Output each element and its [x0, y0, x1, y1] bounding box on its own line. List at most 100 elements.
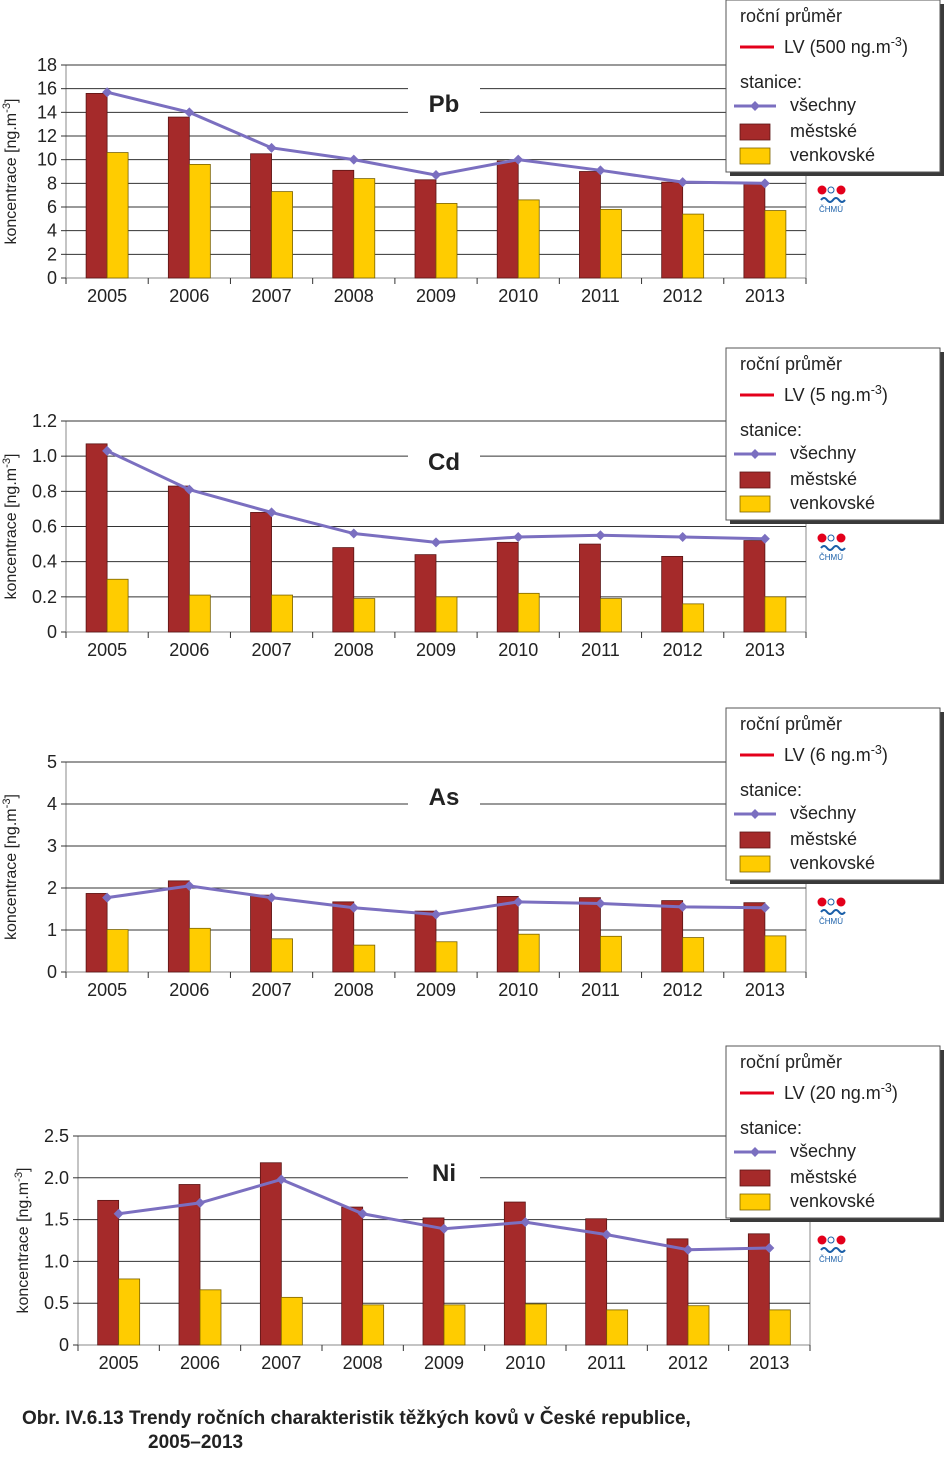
marker-all-2008	[348, 528, 359, 539]
legend-box	[725, 0, 941, 173]
x-tick-label: 2012	[668, 1353, 708, 1373]
y-tick-label: 4	[47, 221, 57, 241]
y-tick-label: 3	[47, 836, 57, 856]
x-tick-label: 2008	[343, 1353, 383, 1373]
marker-all-2006	[184, 484, 195, 495]
y-tick-label: 2	[47, 244, 57, 264]
marker-all-2007	[266, 507, 277, 518]
legend-all-label: všechny	[790, 443, 856, 463]
x-tick-label: 2007	[261, 1353, 301, 1373]
bar-rural-2012	[682, 603, 705, 633]
marker-all-2011	[601, 1229, 612, 1240]
marker-all-2006	[184, 880, 195, 891]
y-tick-label: 1	[47, 920, 57, 940]
marker-all-2008	[348, 902, 359, 913]
bar-urban-2008	[332, 547, 355, 633]
y-tick-label: 1.0	[32, 446, 57, 466]
legend-rural-swatch	[739, 1193, 771, 1211]
bar-rural-2009	[435, 596, 458, 633]
chmu-logo-icon: ČHMÚ	[817, 185, 846, 214]
marker-all-2005	[102, 87, 113, 98]
x-tick-label: 2008	[334, 286, 374, 306]
legend-all-label: všechny	[790, 803, 856, 823]
x-tick-label: 2010	[505, 1353, 545, 1373]
x-tick-label: 2013	[745, 286, 785, 306]
title-backdrop	[408, 1153, 480, 1189]
bar-urban-2009	[414, 179, 437, 279]
marker-all-2005	[102, 445, 113, 456]
logo-dot-right	[836, 1235, 846, 1245]
bar-urban-2008	[341, 1206, 364, 1346]
logo-text: ČHMÚ	[819, 553, 843, 562]
logo-wave	[820, 197, 846, 203]
y-tick-label: 18	[37, 55, 57, 75]
marker-all-2007	[266, 142, 277, 153]
x-tick-label: 2007	[252, 640, 292, 660]
legend-urban-swatch	[739, 471, 771, 489]
x-tick-label: 2012	[663, 980, 703, 1000]
title-backdrop	[408, 84, 480, 120]
logo-dot-right	[836, 897, 846, 907]
bar-urban-2007	[259, 1162, 282, 1346]
chart-panel-as: 0 1 2 3 4 5 koncentrace [ng.m-3] 2005 2006 2007 20…	[1, 707, 944, 1000]
bar-rural-2005	[118, 1278, 141, 1346]
bar-rural-2011	[600, 935, 622, 973]
legend-urban-label: městské	[790, 829, 857, 849]
logo-dot-right	[836, 533, 846, 543]
logo-text: ČHMÚ	[819, 917, 843, 926]
x-tick-label: 2005	[99, 1353, 139, 1373]
x-tick-label: 2013	[745, 980, 785, 1000]
bar-rural-2009	[435, 941, 458, 973]
x-tick-label: 2008	[334, 640, 374, 660]
x-tick-label: 2005	[87, 980, 127, 1000]
caption-line-2: 2005–2013	[148, 1432, 244, 1453]
title-backdrop	[408, 442, 480, 478]
y-tick-label: 2.0	[44, 1168, 69, 1188]
chart-title: Cd	[428, 449, 460, 476]
bar-rural-2008	[353, 598, 376, 633]
marker-all-2007	[276, 1174, 287, 1185]
bar-rural-2006	[188, 594, 211, 633]
marker-all-2005	[113, 1208, 124, 1219]
bar-urban-2011	[579, 897, 601, 973]
x-tick-label: 2007	[252, 980, 292, 1000]
marker-all-2011	[595, 530, 606, 541]
marker-all-2010	[513, 896, 524, 907]
bar-rural-2012	[682, 937, 705, 973]
y-tick-label: 2.5	[44, 1126, 69, 1146]
bar-urban-2007	[250, 153, 272, 279]
chart-panel-cd: 0 0.2 0.4 0.6 0.8 1.0 1.2 koncentrace [ng.m-3] 2…	[1, 347, 944, 660]
bar-urban-2005	[85, 93, 108, 279]
x-tick-label: 2008	[334, 980, 374, 1000]
bar-urban-2006	[178, 1184, 201, 1346]
chart-title: Pb	[429, 91, 460, 118]
logo-wave	[820, 545, 846, 551]
logo-dot-left	[817, 533, 827, 543]
y-tick-label: 1.0	[44, 1251, 69, 1271]
x-tick-label: 2010	[498, 640, 538, 660]
x-tick-label: 2011	[581, 980, 620, 1000]
logo-text: ČHMÚ	[819, 1255, 843, 1264]
legend-lv-label: LV (5 ng.m-3)	[784, 383, 888, 405]
bar-rural-2008	[353, 178, 376, 279]
legend-rural-label: venkovské	[790, 493, 875, 513]
legend-stations-header: stanice:	[740, 1118, 802, 1138]
chart-panel-pb: 0 2 4 6 8 10 12 14 16 18 koncentrace [ng.m-3] 2005 2…	[1, 0, 944, 306]
x-tick-label: 2009	[424, 1353, 464, 1373]
legend-all-marker	[750, 809, 760, 819]
marker-all-2009	[439, 1223, 449, 1234]
bar-urban-2005	[85, 893, 108, 973]
y-tick-label: 0.2	[32, 587, 57, 607]
logo-dot-left	[817, 897, 827, 907]
logo-wave	[820, 1247, 846, 1253]
y-axis-label: koncentrace [ng.m-3]	[1, 794, 20, 940]
y-tick-label: 0.8	[32, 481, 57, 501]
x-tick-label: 2012	[663, 286, 703, 306]
marker-all-2009	[431, 909, 441, 920]
marker-all-2013	[764, 1243, 775, 1254]
logo-dot-right	[836, 185, 846, 195]
legend-stations-header: stanice:	[740, 72, 802, 92]
legend-box	[725, 1045, 941, 1219]
y-tick-label: 6	[47, 197, 57, 217]
chmu-logo-icon: ČHMÚ	[817, 533, 846, 562]
